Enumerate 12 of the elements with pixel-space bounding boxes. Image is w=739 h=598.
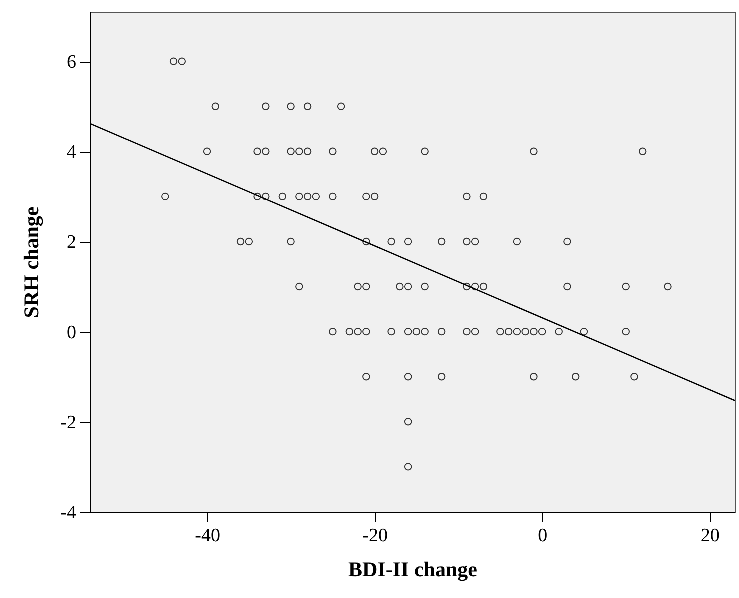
y-tick-label: -4 <box>60 502 77 524</box>
x-axis-title: BDI-II change <box>348 558 478 582</box>
y-axis-title: SRH change <box>20 206 44 318</box>
y-tick-label: 2 <box>67 232 76 254</box>
x-tick-label: 0 <box>538 526 548 546</box>
x-tick-label: -20 <box>362 526 388 546</box>
x-tick-label: 20 <box>700 526 720 546</box>
y-tick-label: 4 <box>67 142 77 164</box>
y-tick-label: 6 <box>67 52 76 74</box>
y-tick-label: -2 <box>60 412 76 434</box>
y-tick-label: 0 <box>67 322 76 344</box>
x-tick-label: -40 <box>195 526 220 546</box>
